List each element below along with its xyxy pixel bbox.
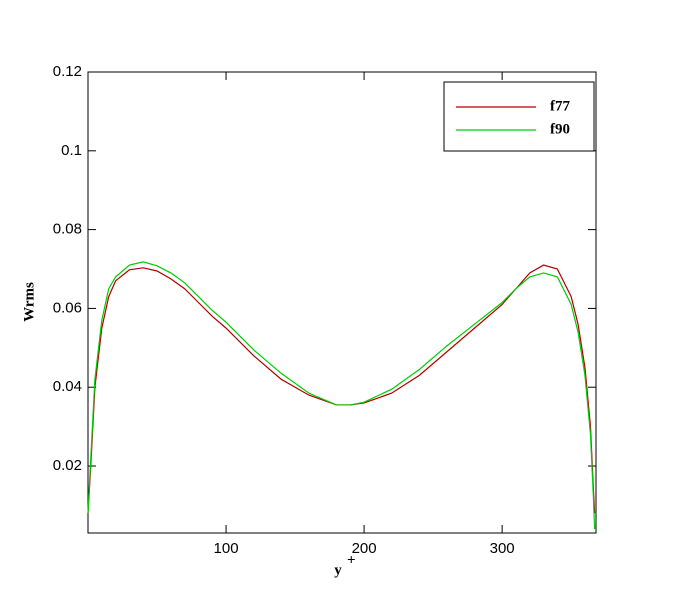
x-axis-label-superscript: + xyxy=(347,552,356,568)
y-axis-label: Wrms xyxy=(21,282,37,322)
data-line xyxy=(87,261,596,530)
legend-label: f77 xyxy=(550,98,570,114)
data-line xyxy=(87,264,596,514)
x-tick-label: 100 xyxy=(214,540,239,557)
y-tick-label: 0.1 xyxy=(61,142,82,159)
y-tick-label: 0.04 xyxy=(53,378,82,395)
plot-frame xyxy=(87,71,597,534)
legend-box xyxy=(443,81,595,152)
y-tick-label: 0.02 xyxy=(53,457,82,474)
y-tick-label: 0.06 xyxy=(53,299,82,316)
x-tick-label: 200 xyxy=(352,540,377,557)
x-axis-label: y xyxy=(334,562,342,578)
legend-label: f90 xyxy=(550,121,570,137)
y-tick-label: 0.12 xyxy=(53,63,82,80)
x-tick-label: 300 xyxy=(490,540,515,557)
y-tick-label: 0.08 xyxy=(53,221,82,238)
